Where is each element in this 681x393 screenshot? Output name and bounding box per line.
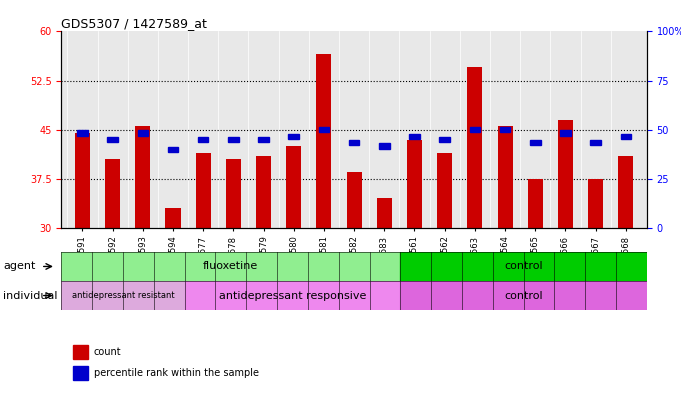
Text: GDS5307 / 1427589_at: GDS5307 / 1427589_at <box>61 17 207 30</box>
Text: fluoxetine: fluoxetine <box>203 261 259 271</box>
Bar <box>228 137 238 142</box>
Bar <box>400 252 647 281</box>
Bar <box>590 140 601 145</box>
Bar <box>73 345 88 359</box>
Bar <box>77 130 88 136</box>
Bar <box>528 179 543 228</box>
Text: control: control <box>505 261 543 271</box>
Bar <box>319 127 329 132</box>
Bar <box>317 54 332 228</box>
Bar <box>377 198 392 228</box>
Bar <box>437 152 452 228</box>
Bar <box>618 156 633 228</box>
Bar <box>439 137 450 142</box>
Bar <box>500 127 510 132</box>
Bar <box>620 134 631 139</box>
Bar <box>400 281 647 310</box>
Bar <box>530 140 541 145</box>
Text: antidepressant responsive: antidepressant responsive <box>219 291 366 301</box>
Bar <box>75 133 90 228</box>
Bar <box>61 252 400 281</box>
Bar <box>185 281 400 310</box>
Bar <box>108 137 118 142</box>
Bar <box>256 156 271 228</box>
Bar <box>105 159 120 228</box>
Bar <box>349 140 360 145</box>
Text: individual: individual <box>3 290 58 301</box>
Bar <box>470 127 480 132</box>
Bar <box>286 146 301 228</box>
Bar <box>407 140 422 228</box>
Bar <box>195 152 210 228</box>
Bar <box>289 134 299 139</box>
Bar <box>379 143 390 149</box>
Bar <box>258 137 269 142</box>
Bar <box>409 134 419 139</box>
Bar <box>138 130 148 136</box>
Text: count: count <box>93 347 121 357</box>
Bar <box>226 159 241 228</box>
Bar <box>558 120 573 228</box>
Bar <box>347 172 362 228</box>
Bar <box>588 179 603 228</box>
Text: antidepressant resistant: antidepressant resistant <box>72 291 174 300</box>
Text: control: control <box>505 291 543 301</box>
Bar <box>73 366 88 380</box>
Bar <box>560 130 571 136</box>
Text: percentile rank within the sample: percentile rank within the sample <box>93 368 259 378</box>
Bar <box>136 127 151 228</box>
Bar <box>198 137 208 142</box>
Bar <box>61 281 185 310</box>
Bar <box>165 208 180 228</box>
Bar <box>498 127 513 228</box>
Bar <box>467 68 482 228</box>
Bar <box>168 147 178 152</box>
Text: agent: agent <box>3 261 36 272</box>
